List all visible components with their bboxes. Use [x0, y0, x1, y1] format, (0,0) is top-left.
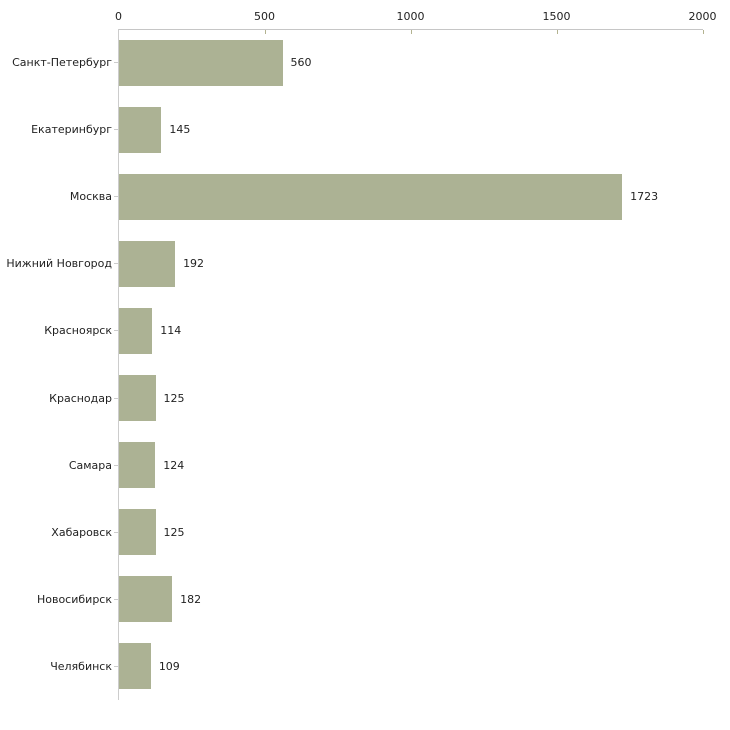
y-tick-mark [114, 263, 118, 265]
bar-row: Екатеринбург 145 [0, 96, 730, 163]
y-tick-mark [114, 129, 118, 131]
x-tick-mark [410, 30, 412, 34]
y-tick-mark [114, 62, 118, 64]
value-label: 125 [163, 525, 185, 539]
y-axis-line [118, 29, 119, 700]
x-tick-label: 1500 [542, 10, 571, 23]
category-label: Краснодар [49, 391, 112, 405]
bars-area: Санкт-Петербург 560 Екатеринбург 145 Москва 1… [0, 29, 730, 700]
bar [119, 643, 151, 690]
category-label: Самара [68, 458, 112, 472]
x-tick-mark [556, 30, 558, 34]
category-label: Санкт-Петербург [12, 56, 112, 70]
y-tick-mark [114, 330, 118, 332]
bar [119, 576, 173, 623]
bar-row: Москва 1723 [0, 163, 730, 230]
category-label: Красноярск [44, 324, 112, 338]
bar-row: Челябинск 109 [0, 633, 730, 700]
y-tick-mark [114, 464, 118, 466]
value-label: 114 [160, 324, 182, 338]
bar-row: Новосибирск 182 [0, 566, 730, 633]
bar-row: Нижний Новгород 192 [0, 230, 730, 297]
bar [119, 509, 156, 556]
bar [119, 375, 156, 422]
category-label: Нижний Новгород [6, 257, 112, 271]
x-tick-label: 2000 [688, 10, 717, 23]
value-label: 182 [180, 592, 202, 606]
category-label: Москва [69, 190, 112, 204]
y-tick-mark [114, 196, 118, 198]
value-label: 560 [290, 56, 312, 70]
value-label: 109 [158, 659, 180, 673]
bar-row: Красноярск 114 [0, 297, 730, 364]
y-tick-mark [114, 665, 118, 667]
bar [119, 442, 156, 489]
value-label: 1723 [630, 190, 659, 204]
category-label: Новосибирск [36, 592, 112, 606]
x-tick-mark [264, 30, 266, 34]
category-label: Челябинск [50, 659, 112, 673]
y-tick-mark [114, 397, 118, 399]
bar-row: Хабаровск 125 [0, 499, 730, 566]
bar-row: Самара 124 [0, 432, 730, 499]
value-label: 125 [163, 391, 185, 405]
bar [119, 106, 162, 153]
x-axis-line [118, 29, 703, 30]
bar-row: Санкт-Петербург 560 [0, 29, 730, 96]
bar [119, 173, 623, 220]
y-tick-mark [114, 598, 118, 600]
y-tick-mark [114, 531, 118, 533]
category-label: Хабаровск [51, 525, 112, 539]
value-label: 192 [183, 257, 205, 271]
bar [119, 240, 176, 287]
x-tick-mark [702, 30, 704, 34]
value-label: 145 [169, 123, 191, 137]
value-label: 124 [163, 458, 185, 472]
bar [119, 307, 153, 354]
x-tick-label: 1000 [396, 10, 425, 23]
x-tick-label: 500 [254, 10, 275, 23]
category-label: Екатеринбург [31, 123, 112, 137]
bar-row: Краснодар 125 [0, 364, 730, 431]
bar [119, 39, 283, 86]
x-tick-label: 0 [115, 10, 122, 23]
